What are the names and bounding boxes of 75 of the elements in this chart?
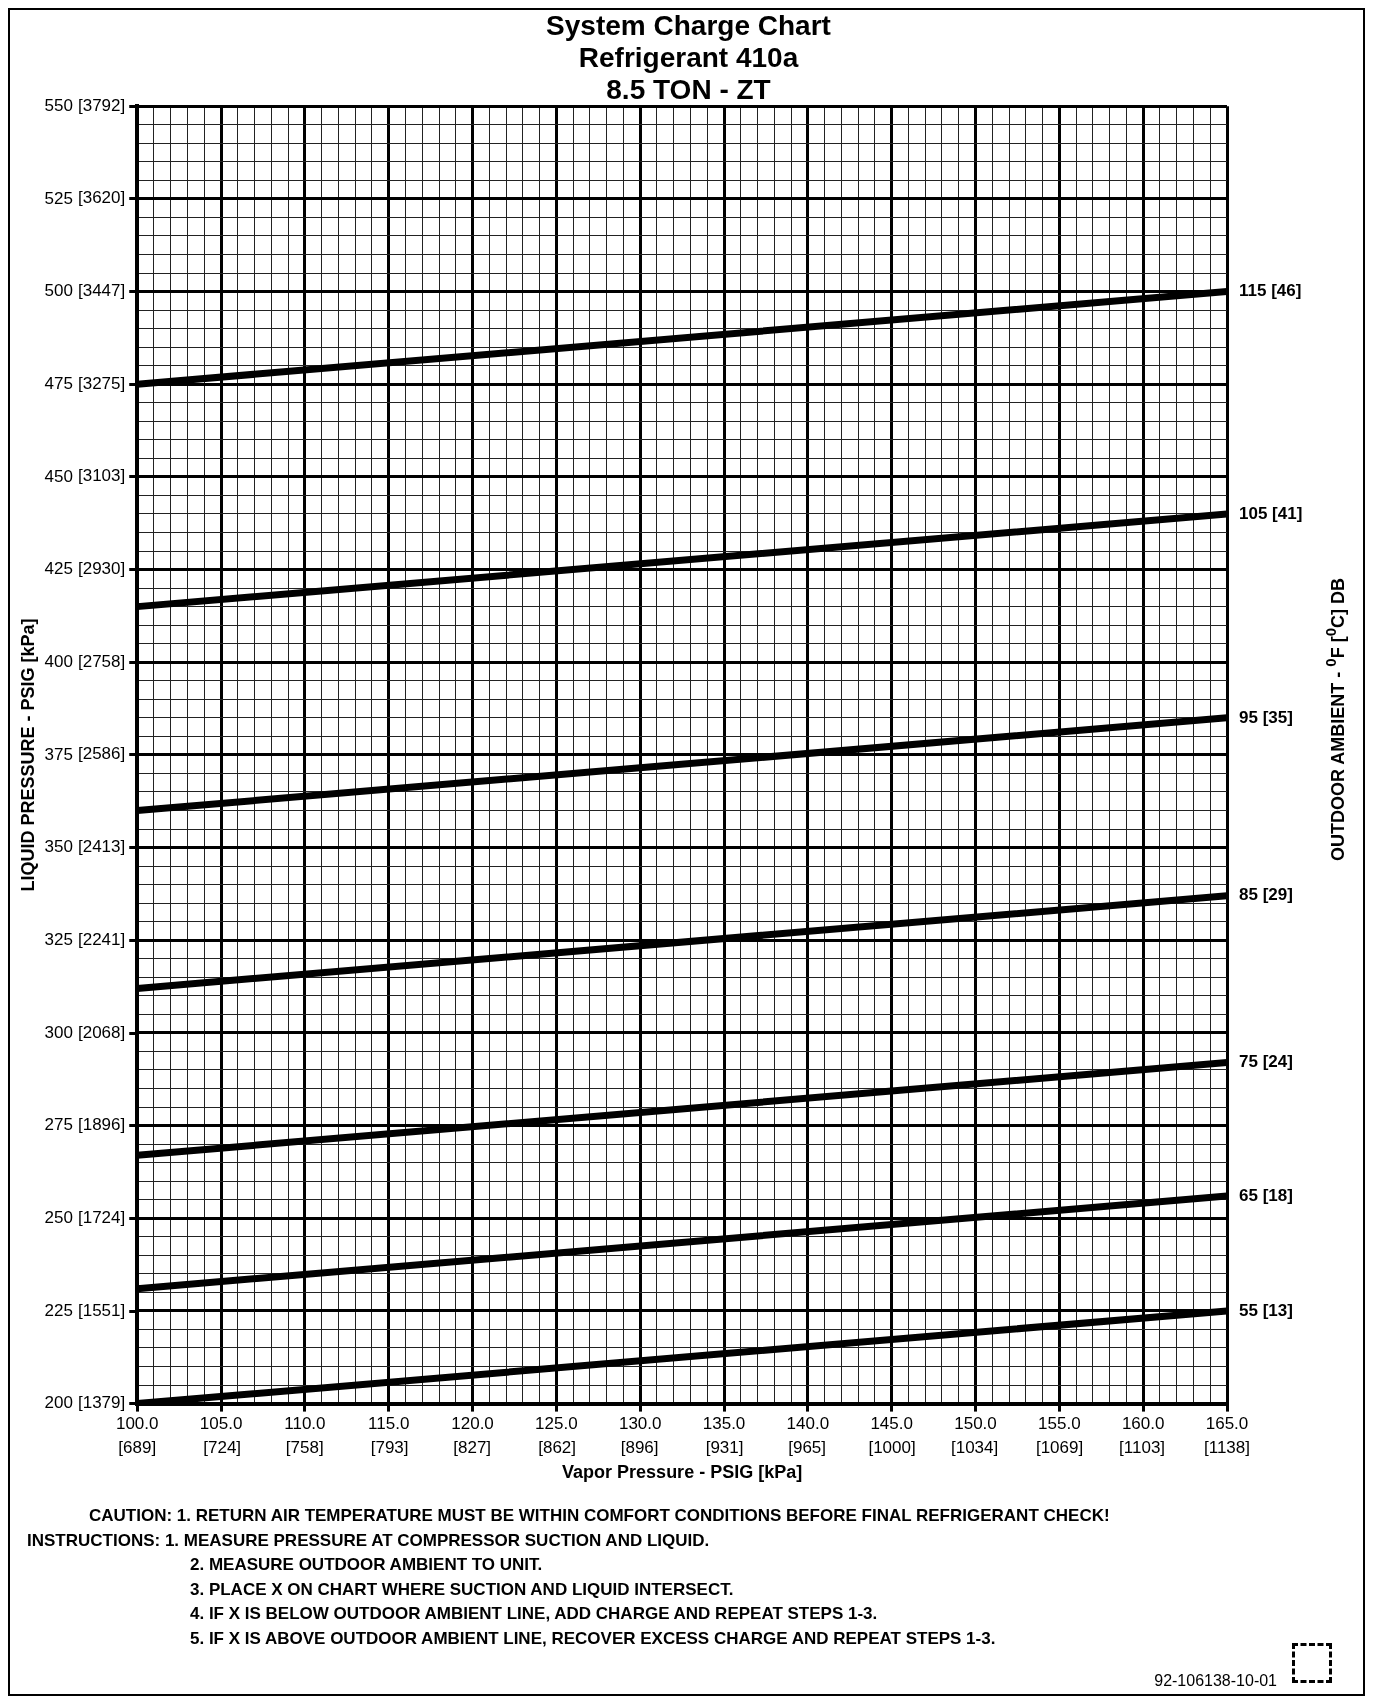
x2-tick-label: [1000] [868,1437,916,1457]
x2-tick-label: [793] [370,1437,409,1457]
x2-tick-label: [1069] [1035,1437,1084,1457]
x2-tick-label: [896] [620,1437,659,1457]
x2-tick-label: [827] [453,1437,492,1457]
y2-tick-label: [3447] [77,281,126,301]
x-tick-label: 155.0 [1038,1414,1081,1434]
series-label: 95 [35] [1239,707,1293,727]
y2-tick-label: [3275] [77,373,126,393]
x-tick-label: 140.0 [786,1414,830,1434]
text: 5. IF X IS ABOVE OUTDOOR AMBIENT LINE, RECOVER EXCESS CHARGE AND REPEAT STEPS 1-3. [190,1628,996,1649]
y2-tick-label: [1379] [77,1393,126,1413]
text: 3. PLACE X ON CHART WHERE SUCTION AND LIQUID INTERSECT. [190,1579,734,1600]
series-label: 55 [13] [1239,1300,1293,1320]
y2-tick-label: [1551] [77,1300,126,1320]
y2-tick-label: [3103] [77,466,126,486]
y-tick-label: 350 [44,837,73,857]
y-tick-label: 500 [44,281,73,301]
x-tick-label: 135.0 [702,1414,746,1434]
text: 2. MEASURE OUTDOOR AMBIENT TO UNIT. [190,1555,543,1575]
x-axis-title: Vapor Pressure - PSIG [kPa] [562,1462,803,1483]
y-tick-label: 250 [44,1207,73,1227]
y2-tick-label: [3792] [77,95,126,115]
x2-tick-label: [1138] [1203,1437,1251,1457]
x2-tick-label: [758] [285,1437,324,1457]
y2-tick-label: [2758] [77,651,126,671]
y2-tick-label: [2413] [77,837,126,857]
y2-tick-label: [2241] [77,929,126,949]
x-tick-label: 165.0 [1205,1414,1249,1434]
x-tick-label: 110.0 [284,1414,326,1434]
x-tick-label: 160.0 [1121,1414,1165,1434]
x2-tick-label: [965] [788,1437,827,1457]
series-label: 105 [41] [1239,503,1303,523]
text: 4. IF X IS BELOW OUTDOOR AMBIENT LINE, ADD CHARGE AND REPEAT STEPS 1-3. [190,1604,878,1624]
x-tick-label: 130.0 [618,1414,662,1434]
y-tick-label: 225 [44,1300,73,1320]
y-tick-label: 200 [44,1393,73,1413]
y-axis-title: LIQUID PRESSURE - PSIG [kPa] [17,618,38,892]
x2-tick-label: [689] [118,1437,157,1457]
chart-title: System Charge Chart Refrigerant 410a 8.5 TON - ZT [546,10,831,105]
x2-tick-label: [1103] [1119,1437,1166,1457]
series-label: 115 [46] [1239,281,1302,301]
y-tick-label: 275 [44,1115,73,1135]
x2-tick-label: [931] [705,1437,744,1457]
y2-tick-label: [3620] [77,188,126,208]
y2-tick-label: [2930] [77,559,126,579]
series-label: 85 [29] [1239,885,1293,905]
y-tick-label: 400 [44,651,73,671]
y-tick-label: 475 [44,373,73,393]
y2-tick-label: [2586] [77,744,126,764]
y-tick-label: 325 [44,929,73,949]
x2-tick-label: [724] [203,1437,242,1457]
x-tick-label: 115.0 [368,1414,410,1434]
text: 92-106138-10-01 [1154,1672,1277,1690]
x-tick-label: 105.0 [199,1414,243,1434]
x-tick-label: 145.0 [870,1414,913,1434]
x-tick-label: 120.0 [451,1414,494,1434]
y2-tick-label: [1896] [77,1115,126,1135]
x-tick-label: 150.0 [954,1414,997,1434]
x-tick-label: 125.0 [535,1414,578,1434]
series-label: 65 [18] [1239,1185,1293,1205]
x2-tick-label: [1034] [950,1437,999,1457]
text: CAUTION: 1. RETURN AIR TEMPERATURE MUST BE WITHIN COMFORT CONDITIONS BEFORE FINAL REFRIGERANT CHECK! [89,1506,1110,1526]
y2-tick-label: [2068] [77,1022,126,1042]
x-tick-label: 100.0 [115,1414,159,1434]
text: INSTRUCTIONS: 1. MEASURE PRESSURE AT COMPRESSOR SUCTION AND LIQUID. [27,1530,710,1551]
y-tick-label: 375 [44,744,73,764]
y2-tick-label: [1724] [77,1207,126,1227]
y-tick-label: 525 [44,188,73,208]
y-tick-label: 300 [44,1022,73,1042]
x2-tick-label: [862] [538,1437,577,1457]
y-tick-label: 550 [44,95,73,115]
y-tick-label: 425 [44,559,73,579]
y-tick-label: 450 [44,466,73,486]
series-label: 75 [24] [1239,1052,1293,1072]
